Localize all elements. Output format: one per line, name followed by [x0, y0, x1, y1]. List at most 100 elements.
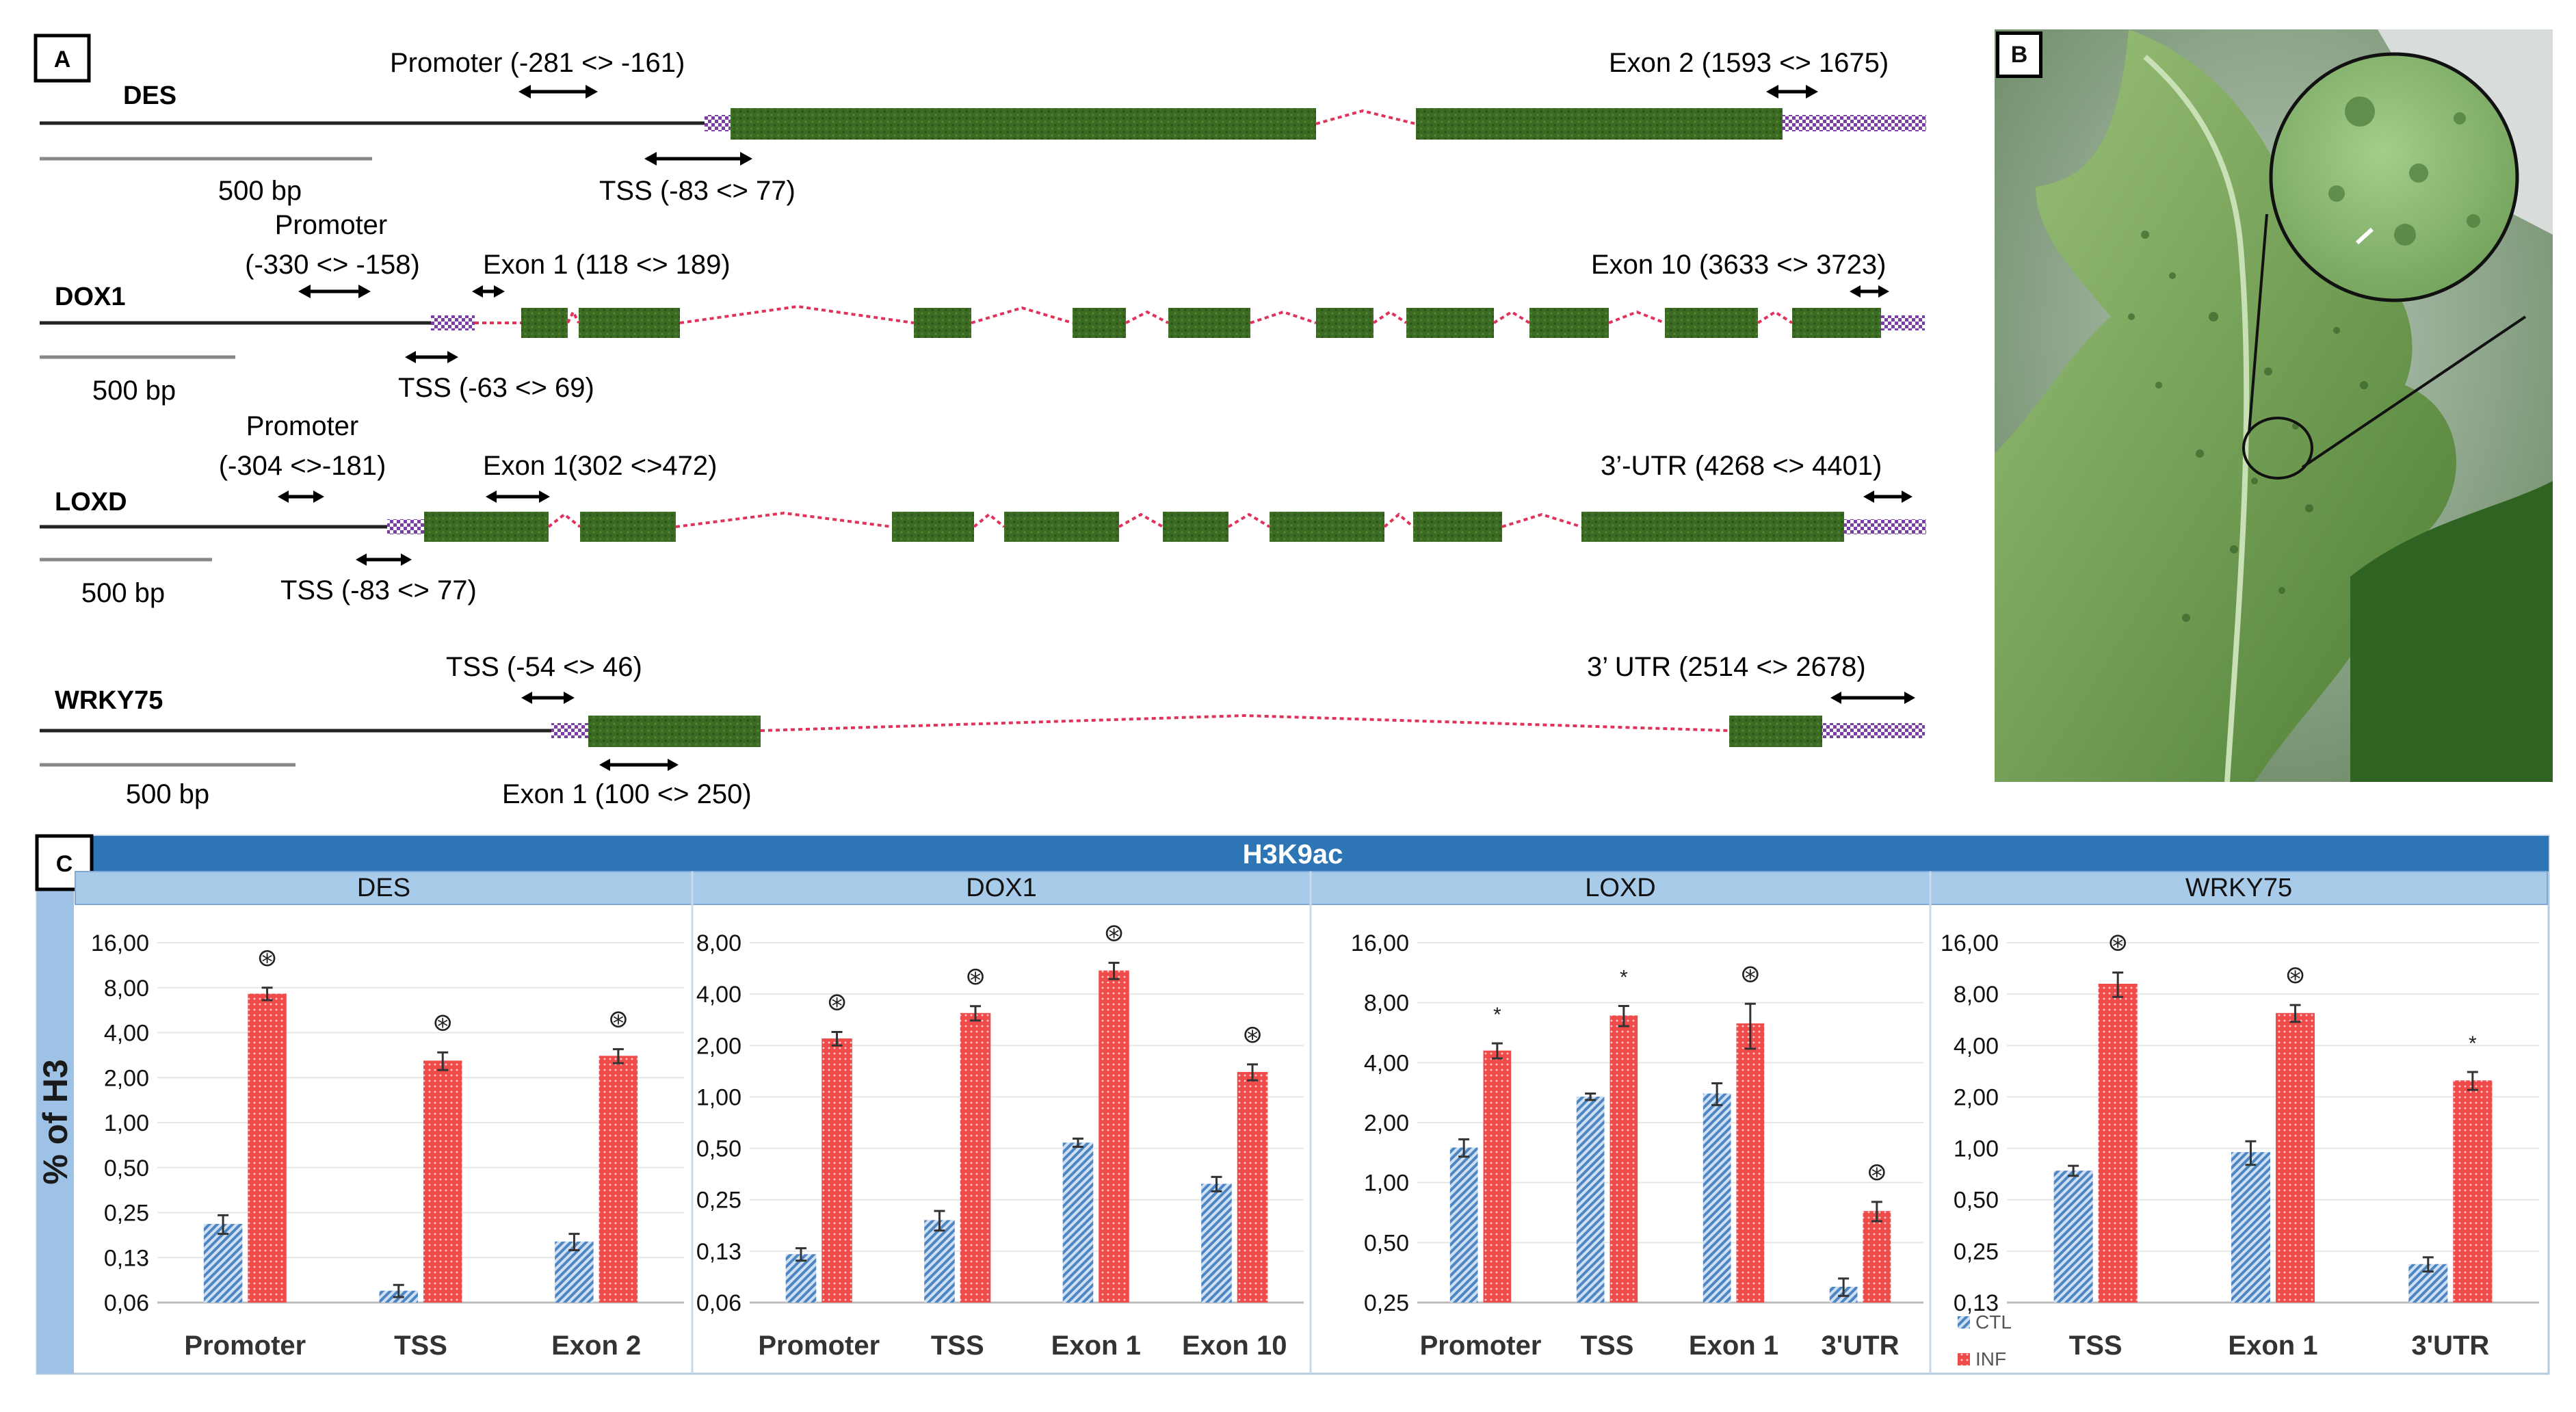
exon-block: [1316, 308, 1374, 338]
significance-marker: ⊛: [1242, 1020, 1263, 1048]
significance-marker: ⊛: [1103, 918, 1124, 946]
utr-5: [387, 519, 424, 534]
category-label: Exon 10: [1182, 1331, 1287, 1361]
intron: [971, 306, 1073, 324]
utr-5: [705, 115, 732, 131]
exon-block: [1416, 108, 1783, 140]
y-tick-label: 0,06: [104, 1290, 149, 1316]
bar-ctl: [2053, 1171, 2093, 1303]
panel-b-label-box: B: [1996, 31, 2042, 78]
gene-dox1: DOX1 500 bp Promoter (-330 <> -158) Exon…: [40, 210, 1925, 406]
error-bar: [1618, 1005, 1629, 1028]
y-tick-label: 1,00: [104, 1110, 149, 1136]
y-tick-label: 4,00: [1364, 1050, 1409, 1076]
bar-inf: [423, 1060, 462, 1303]
region-label-promoter: (-304 <>-181): [219, 451, 386, 481]
bar-inf: [2453, 1080, 2493, 1303]
significance-marker: ⊛: [432, 1008, 453, 1036]
bar-inf: [1736, 1023, 1765, 1303]
category-label: Exon 2: [551, 1331, 641, 1361]
y-tick-label: 0,50: [696, 1136, 741, 1162]
exon-block: [1581, 512, 1844, 542]
bar-ctl: [1703, 1093, 1731, 1303]
intron: [679, 304, 915, 324]
y-tick-label: 0,50: [1954, 1188, 1999, 1214]
bar-inf: [960, 1012, 991, 1303]
y-tick-label: 0,06: [696, 1290, 741, 1316]
significance-marker: ⊛: [826, 988, 847, 1016]
amplicon-arrow: [1863, 491, 1913, 503]
amplicon-arrow: [486, 491, 550, 503]
error-bar: [2245, 1140, 2257, 1166]
exon-block: [580, 512, 676, 542]
y-tick-label: 0,13: [104, 1245, 149, 1271]
chart-title-strip: [1930, 871, 2548, 905]
category-label: Promoter: [758, 1331, 880, 1361]
y-tick-label: 0,13: [1954, 1290, 1999, 1316]
exon-block: [892, 512, 974, 542]
bar-ctl: [203, 1224, 243, 1303]
error-bar: [2422, 1256, 2434, 1273]
y-tick-label: 8,00: [696, 930, 741, 956]
intron: [1608, 310, 1666, 324]
y-tick-label: 8,00: [104, 976, 149, 1002]
exon-block: [1792, 308, 1881, 338]
zoom-line: [2248, 213, 2268, 434]
intron: [1118, 512, 1164, 528]
intron: [547, 512, 581, 528]
error-bar: [1838, 1277, 1850, 1297]
category-label: Promoter: [1420, 1331, 1542, 1361]
ylabel: % of H3: [36, 1059, 75, 1184]
error-bar: [1491, 1042, 1503, 1060]
y-tick-label: 0,25: [104, 1201, 149, 1227]
exon-block: [588, 716, 761, 747]
region-label-exon2: Exon 2 (1593 <> 1675): [1609, 48, 1889, 78]
lesion-spots: [2128, 231, 2368, 622]
category-label: 3'UTR: [1822, 1331, 1900, 1361]
region-label-promoter: Promoter (-281 <> -161): [390, 48, 685, 78]
error-bar: [795, 1247, 806, 1262]
exon-block: [1406, 308, 1494, 338]
significance-marker: ⊛: [1740, 959, 1761, 987]
amplicon-arrow: [278, 491, 324, 503]
y-tick-label: 16,00: [91, 930, 149, 956]
intron: [760, 714, 1730, 732]
y-tick-label: 0,50: [1364, 1230, 1409, 1256]
region-label-3utr: 3’-UTR (4268 <> 4401): [1601, 451, 1882, 481]
zoom-glint: [2355, 227, 2374, 245]
y-tick-label: 0,25: [1954, 1239, 1999, 1265]
bar-ctl: [1449, 1147, 1478, 1303]
panel-a-label: A: [54, 47, 71, 73]
y-tick-label: 16,00: [1941, 930, 1999, 956]
utr-3: [1844, 519, 1926, 534]
error-bar: [2068, 1164, 2079, 1177]
error-bar: [1072, 1137, 1083, 1148]
panel-b-label: B: [2010, 42, 2028, 68]
amplicon-arrow: [1766, 85, 1818, 99]
category-label: TSS: [2069, 1331, 2122, 1361]
scale-label: 500 bp: [81, 578, 165, 608]
legend-label-inf: INF: [1975, 1348, 2006, 1370]
significance-marker: ⊛: [965, 962, 986, 990]
category-label: Promoter: [184, 1331, 306, 1361]
exon-block: [1004, 512, 1119, 542]
amplicon-arrow: [472, 285, 505, 298]
intron: [1501, 512, 1582, 528]
lower-leaf: [2350, 481, 2553, 782]
significance-marker: ⊛: [2107, 928, 2128, 956]
bar-inf: [822, 1038, 852, 1303]
panel-a-gene-diagrams: A DES 500 bp Promoter (-281 <> -161) Exo…: [34, 34, 1926, 809]
error-bar: [970, 1005, 982, 1022]
error-bar: [393, 1283, 404, 1298]
error-bar: [437, 1051, 449, 1071]
amplicon-arrow: [1830, 692, 1915, 704]
bar-inf: [2276, 1012, 2315, 1303]
utr-3: [1822, 723, 1925, 738]
exon-block: [914, 308, 971, 338]
exon-block: [1665, 308, 1758, 338]
exon-block: [731, 108, 1316, 140]
error-bar: [1247, 1063, 1259, 1082]
error-bar: [2467, 1071, 2478, 1091]
intron: [566, 309, 580, 324]
legend: CTL INF: [1958, 1311, 2012, 1370]
